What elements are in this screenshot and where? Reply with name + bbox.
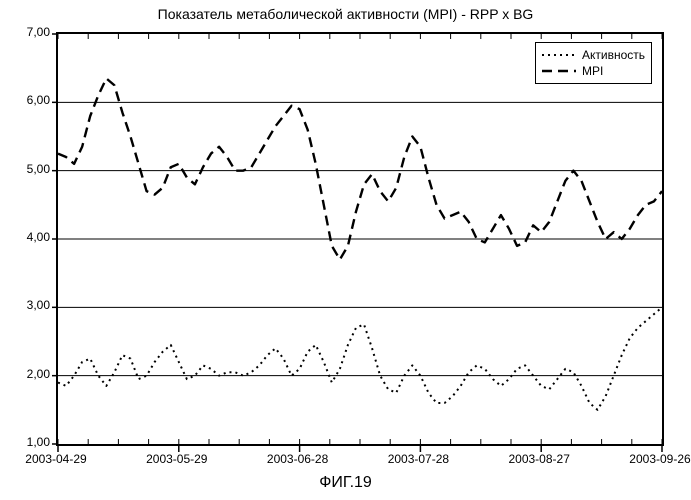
legend-item-mpi: MPI xyxy=(542,63,645,79)
ytick-label: 6,00 xyxy=(10,93,50,107)
ytick-label: 1,00 xyxy=(10,435,50,449)
legend-swatch-activity xyxy=(542,48,576,62)
xtick-label: 2003-05-29 xyxy=(132,452,222,466)
chart-svg xyxy=(58,34,662,444)
series-активность xyxy=(58,307,662,410)
ytick-label: 4,00 xyxy=(10,230,50,244)
ytick-label: 5,00 xyxy=(10,162,50,176)
plot-area: Активность MPI xyxy=(56,32,664,446)
xtick-label: 2003-04-29 xyxy=(11,452,101,466)
chart-title: Показатель метаболической активности (MP… xyxy=(0,6,691,22)
legend-label-activity: Активность xyxy=(582,48,645,62)
xtick-label: 2003-09-26 xyxy=(615,452,691,466)
ytick-label: 3,00 xyxy=(10,298,50,312)
legend: Активность MPI xyxy=(535,42,652,84)
xtick-label: 2003-06-28 xyxy=(253,452,343,466)
legend-item-activity: Активность xyxy=(542,47,645,63)
ytick-label: 2,00 xyxy=(10,367,50,381)
legend-label-mpi: MPI xyxy=(582,64,603,78)
ytick-label: 7,00 xyxy=(10,25,50,39)
xtick-label: 2003-08-27 xyxy=(494,452,584,466)
xtick-label: 2003-07-28 xyxy=(373,452,463,466)
figure-caption: ФИГ.19 xyxy=(0,474,691,492)
series-mpi xyxy=(58,78,662,259)
legend-swatch-mpi xyxy=(542,64,576,78)
